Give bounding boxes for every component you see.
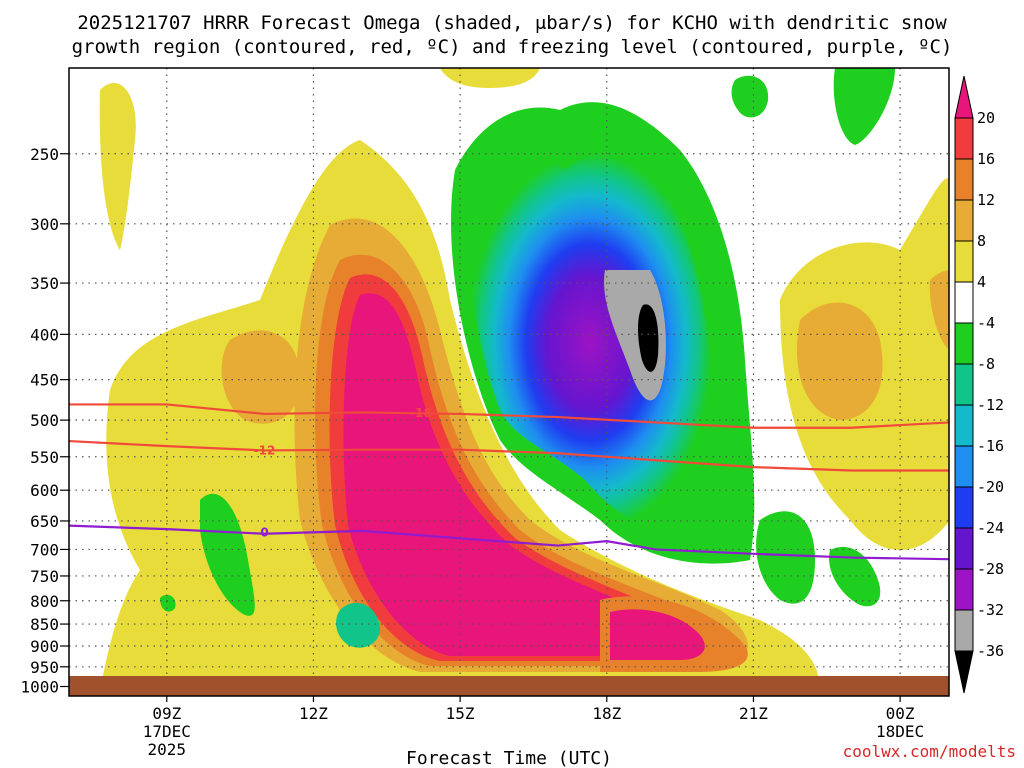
y-tick-label: 750 — [30, 567, 59, 586]
y-tick-label: 850 — [30, 615, 59, 634]
shade-moderate-ascent-edge — [929, 270, 949, 350]
x-tick-label: 09Z — [152, 704, 181, 723]
x-tick-label: 12Z — [299, 704, 328, 723]
colorbar-label: 12 — [977, 191, 995, 209]
y-tick-label: 950 — [30, 658, 59, 677]
chart-title-line2: growth region (contoured, red, ºC) and f… — [72, 36, 953, 58]
colorbar-band — [954, 363, 974, 406]
x-tick-label: 15Z — [446, 704, 475, 723]
plot-frame — [68, 67, 950, 697]
colorbar-band — [954, 527, 974, 570]
y-tick-label: 900 — [30, 637, 59, 656]
y-tick-label: 800 — [30, 592, 59, 611]
x-tick-date: 17DEC — [143, 722, 191, 741]
x-tick-date: 18DEC — [876, 722, 924, 741]
colorbar-label: -12 — [977, 396, 1004, 414]
colorbar-label: -16 — [977, 437, 1004, 455]
y-tick-label: 600 — [30, 481, 59, 500]
shade-descent-core — [467, 153, 713, 532]
contour-series-2 — [69, 524, 949, 561]
y-tick-label: 550 — [30, 448, 59, 467]
colorbar-band — [954, 609, 974, 652]
shade-descent-pocket-7 — [829, 546, 881, 607]
colorbar-label: -4 — [977, 314, 995, 332]
shade-weak-ascent-left — [99, 83, 136, 250]
y-tick-label: 700 — [30, 540, 59, 559]
colorbar-band — [954, 445, 974, 488]
chart-title-line1: 2025121707 HRRR Forecast Omega (shaded, … — [77, 12, 947, 34]
colorbar-label: 16 — [977, 150, 995, 168]
y-axis: 250 300 350 400 450 500 550 600 650 700 750 800 850 9… — [20, 145, 69, 697]
colorbar-label: -28 — [977, 560, 1004, 578]
colorbar-band — [954, 117, 974, 160]
contour-series-0 — [69, 403, 949, 429]
colorbar: 20 16 12 8 4 -4 -8 -12 -16 -20 -24 -28 -32 -36 — [954, 75, 1004, 694]
shade-descent-pocket-3 — [336, 602, 380, 648]
shade-descent-pocket-1 — [200, 493, 255, 616]
x-tick-label: 18Z — [592, 704, 621, 723]
y-tick-label: 1000 — [20, 678, 59, 697]
colorbar-label: -36 — [977, 642, 1004, 660]
colorbar-label: -24 — [977, 519, 1004, 537]
credit-link[interactable]: coolwx.com/modelts — [843, 742, 1016, 761]
contour-label: -18 — [410, 406, 432, 420]
y-tick-label: 250 — [30, 145, 59, 164]
shade-descent-pocket-5 — [833, 68, 895, 145]
ground-terrain — [69, 676, 949, 696]
shade-weak-ascent-top — [440, 68, 540, 88]
colorbar-label: -8 — [977, 355, 995, 373]
colorbar-band — [954, 158, 974, 201]
colorbar-label: -20 — [977, 478, 1004, 496]
shade-descent-pocket-4 — [731, 75, 769, 118]
shade-descent-pocket-6 — [756, 511, 815, 604]
contour-label: 0 — [260, 526, 268, 540]
shade-descent-pocket-2 — [160, 594, 176, 612]
x-axis-label: Forecast Time (UTC) — [406, 748, 612, 768]
x-tick-label: 00Z — [886, 704, 915, 723]
colorbar-label: 4 — [977, 273, 986, 291]
grid-lines — [69, 68, 949, 696]
colorbar-band — [954, 281, 974, 324]
omega-shading — [99, 68, 949, 690]
colorbar-label: 20 — [977, 109, 995, 127]
shade-ascent-lobe-pink — [610, 609, 705, 660]
y-tick-label: 400 — [30, 325, 59, 344]
y-tick-label: 350 — [30, 274, 59, 293]
y-tick-label: 650 — [30, 512, 59, 531]
shade-moderate-ascent-left — [221, 330, 300, 424]
colorbar-label: 8 — [977, 232, 986, 250]
colorbar-band — [954, 404, 974, 447]
colorbar-band — [954, 486, 974, 529]
colorbar-band — [954, 568, 974, 611]
colorbar-band — [954, 322, 974, 365]
y-tick-label: 500 — [30, 411, 59, 430]
colorbar-band — [954, 240, 974, 283]
shade-descent-black — [638, 304, 659, 372]
x-tick-label: 21Z — [739, 704, 768, 723]
colorbar-label: -32 — [977, 601, 1004, 619]
y-tick-label: 300 — [30, 215, 59, 234]
shade-ascent-core-pink — [343, 293, 689, 656]
colorbar-band — [954, 199, 974, 242]
x-tick-year: 2025 — [148, 740, 187, 759]
contour-label: -12 — [254, 443, 276, 457]
shade-moderate-ascent-right — [796, 302, 883, 420]
y-tick-label: 450 — [30, 371, 59, 390]
colorbar-top-arrow — [954, 75, 974, 119]
contour-series-1 — [69, 439, 949, 472]
colorbar-bottom-arrow — [954, 650, 974, 694]
